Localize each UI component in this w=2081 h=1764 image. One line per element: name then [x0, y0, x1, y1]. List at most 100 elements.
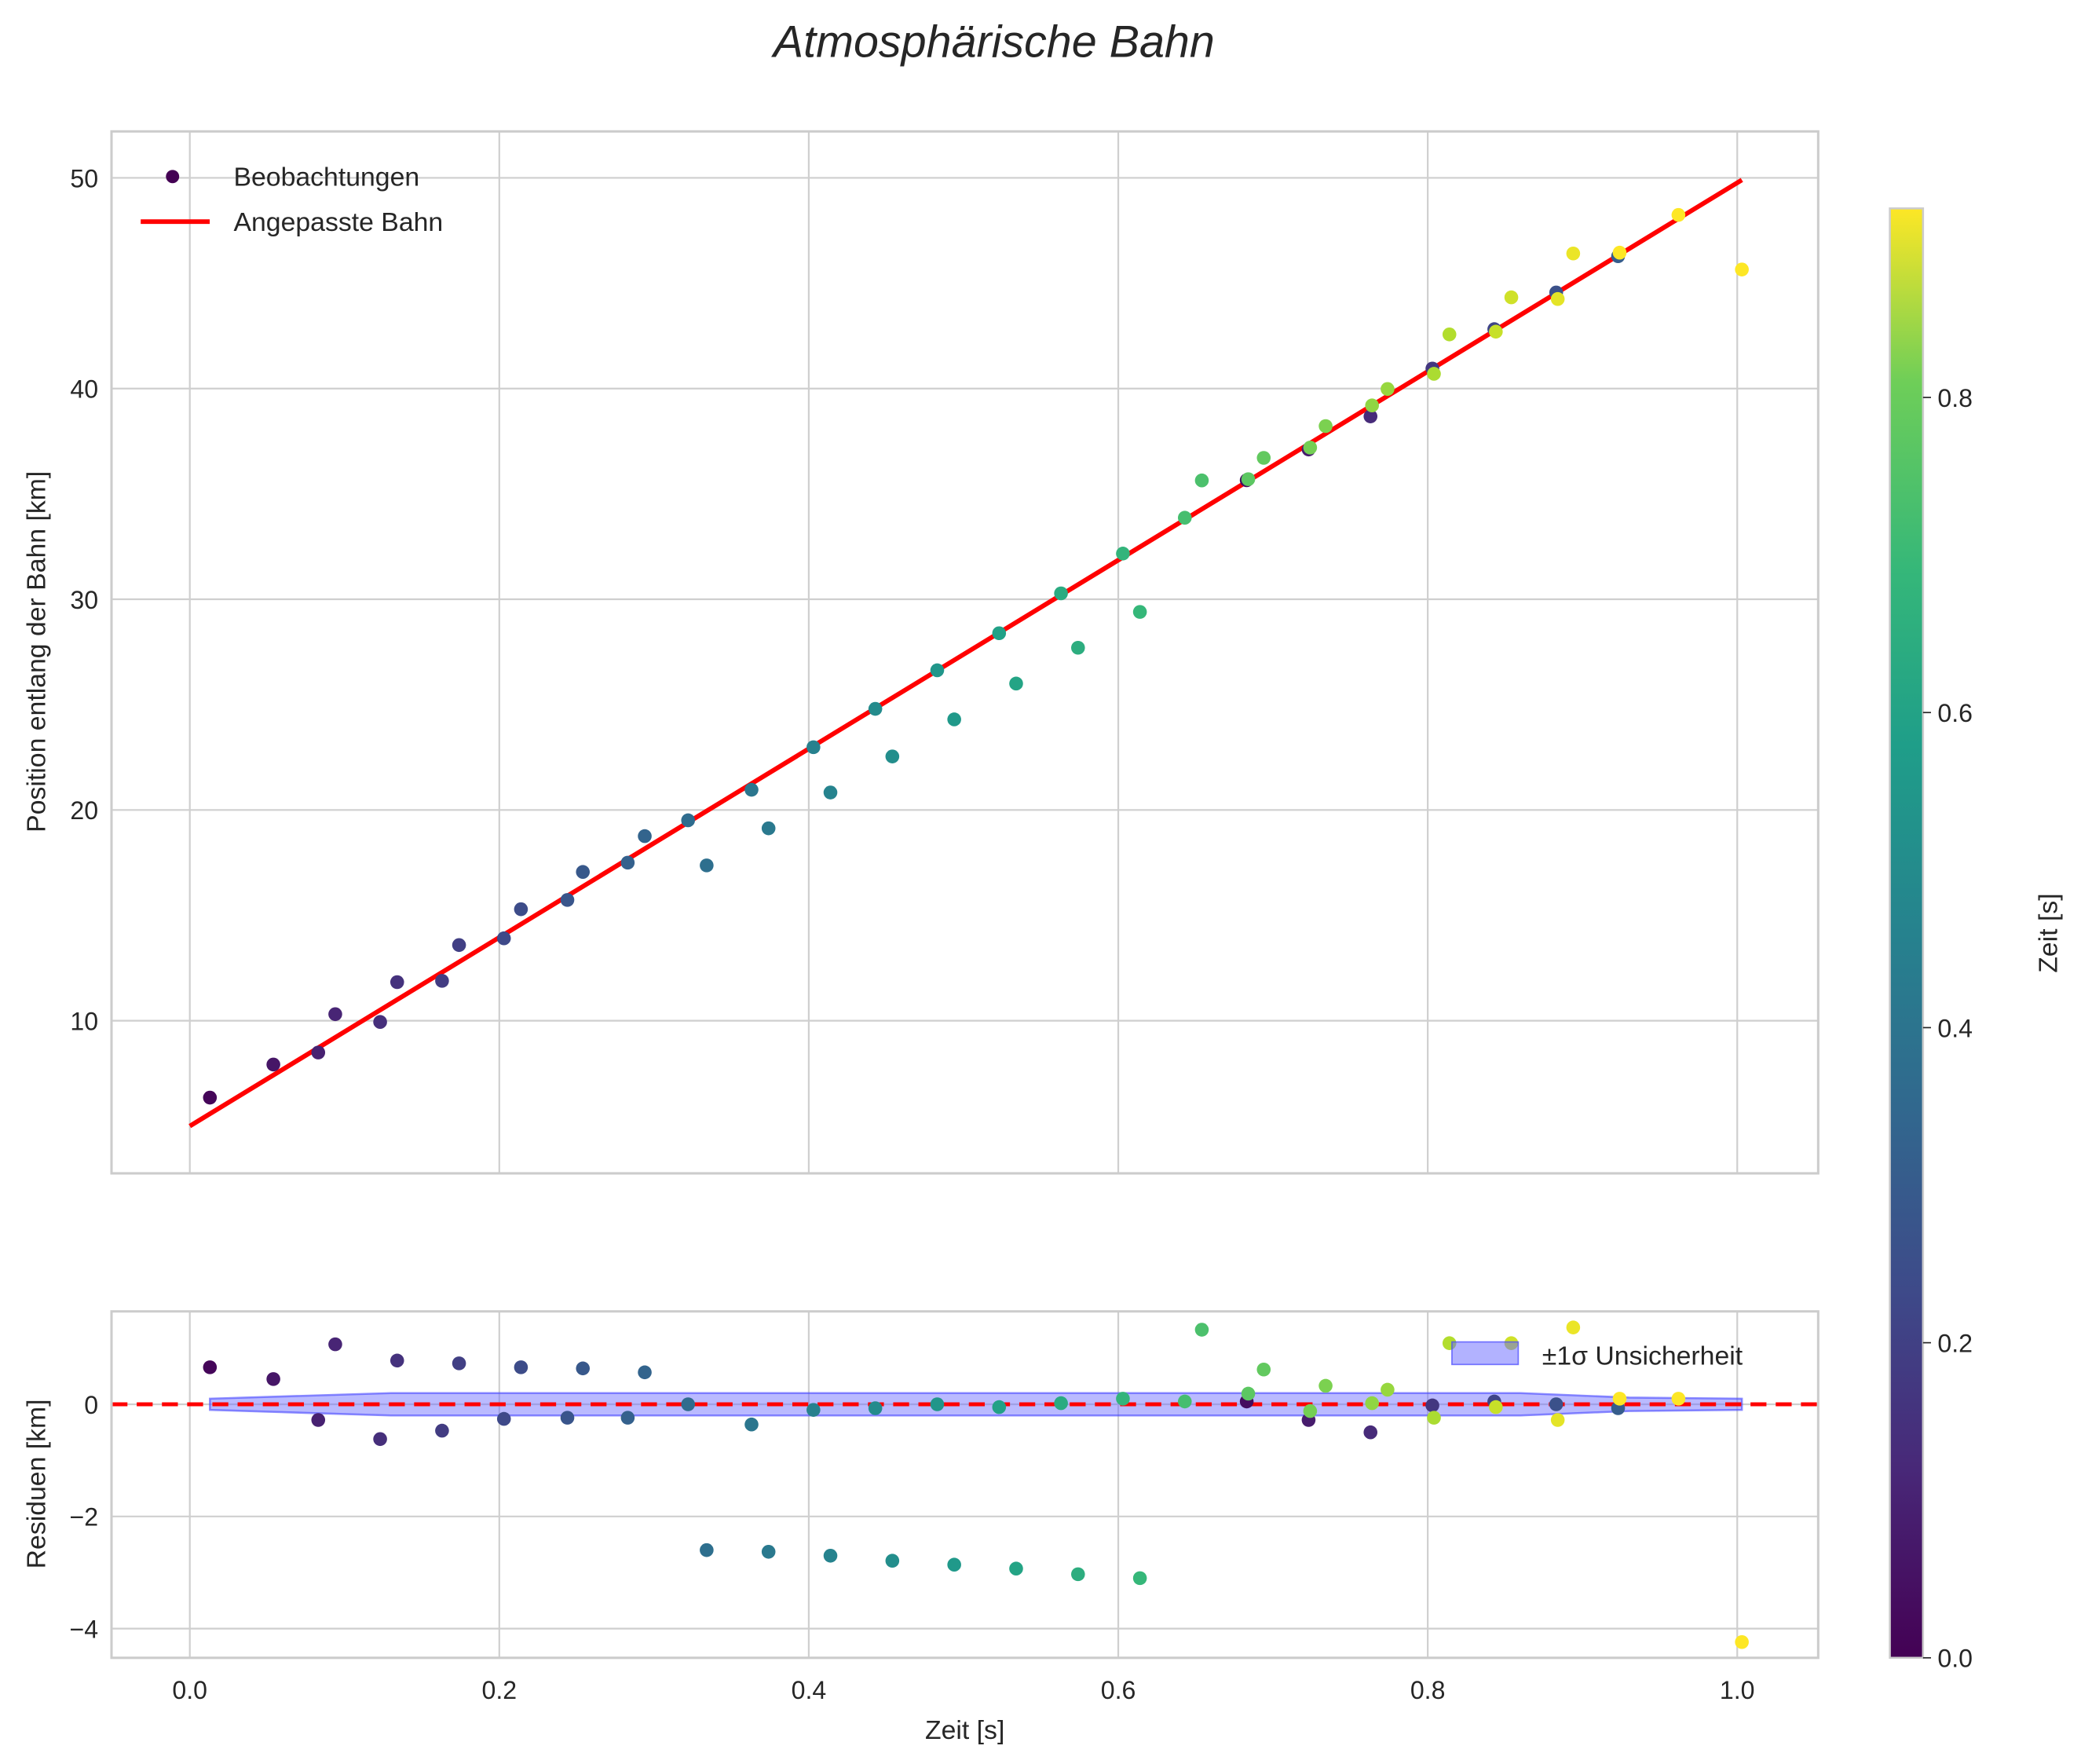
observation-point	[1256, 451, 1271, 465]
legend-marker-band	[1451, 1341, 1520, 1366]
residual-point	[1116, 1392, 1130, 1406]
colorbar-tick-label: 0.8	[1937, 384, 1973, 412]
residual-point	[1256, 1362, 1271, 1377]
observation-point	[496, 931, 511, 946]
observation-point	[1318, 419, 1333, 434]
x-tick-label: 0.8	[1410, 1676, 1446, 1704]
residual-point	[1549, 1397, 1563, 1411]
residual-point	[947, 1557, 961, 1572]
observation-point	[744, 782, 759, 797]
colorbar-tick-label: 0.0	[1937, 1645, 1973, 1673]
colorbar-label: Zeit [s]	[2034, 893, 2064, 972]
residual-point	[328, 1337, 342, 1352]
residual-point	[1381, 1382, 1395, 1397]
residual-y-tick-label: −4	[70, 1615, 99, 1643]
observation-point	[1132, 605, 1147, 619]
residual-point	[638, 1365, 652, 1380]
residual-point	[1318, 1378, 1333, 1393]
observation-point	[1116, 547, 1130, 561]
residual-point	[1671, 1392, 1686, 1406]
observation-point	[930, 663, 945, 678]
observation-point	[390, 975, 404, 990]
observation-point	[1177, 511, 1192, 525]
observation-point	[576, 865, 591, 879]
observation-point	[1550, 291, 1565, 306]
colorbar-gradient	[1889, 207, 1925, 1660]
x-tick-label: 0.6	[1101, 1676, 1136, 1704]
legend-label-fit: Angepasste Bahn	[233, 207, 443, 237]
residual-point	[1735, 1634, 1749, 1649]
legend-label-band: ±1σ Unsicherheit	[1542, 1341, 1743, 1371]
residual-point	[390, 1353, 404, 1368]
residual-point	[885, 1554, 900, 1568]
residual-point	[761, 1545, 776, 1559]
residual-point	[1071, 1567, 1085, 1582]
residual-point	[1241, 1386, 1256, 1401]
residual-point	[1177, 1394, 1192, 1409]
observation-point	[514, 902, 528, 917]
residual-point	[823, 1549, 838, 1563]
observation-point	[700, 858, 714, 873]
observation-point	[435, 974, 449, 988]
observation-point	[1671, 207, 1686, 222]
residual-plot-frame	[110, 1310, 1820, 1660]
main-plot-frame	[110, 130, 1820, 1175]
residual-point	[1009, 1561, 1023, 1576]
observation-point	[1442, 328, 1457, 342]
residual-point	[576, 1361, 591, 1376]
chart-title: Atmosphärische Bahn	[771, 17, 1215, 68]
colorbar-tick-label: 0.6	[1937, 699, 1973, 727]
x-tick-label: 0.2	[482, 1676, 518, 1704]
residual-point	[311, 1413, 326, 1427]
residual-point	[452, 1356, 466, 1371]
residual-point	[1489, 1400, 1503, 1414]
y-tick-label: 10	[70, 1007, 98, 1035]
observation-point	[638, 829, 652, 844]
observation-point	[1363, 409, 1378, 423]
main-plot: 10 20 30 40 50 Position entlang der Bahn [km…	[22, 130, 1820, 1175]
observation-point	[868, 701, 883, 716]
residual-point	[620, 1411, 635, 1425]
x-tick-label: 0.4	[792, 1676, 827, 1704]
residual-point	[1363, 1425, 1378, 1440]
observation-point	[1241, 472, 1256, 486]
residual-plot: 0.0 0.2 0.4 0.6 0.8 1.0 −4 −2 0 Residuen [km] Ze…	[22, 1310, 1820, 1745]
colorbar-tick-label: 0.4	[1937, 1014, 1973, 1042]
observation-point	[203, 1090, 218, 1105]
observation-point	[328, 1007, 342, 1022]
residual-point	[1427, 1411, 1441, 1425]
observation-point	[1504, 290, 1519, 305]
residual-point	[930, 1397, 945, 1411]
observation-point	[1303, 441, 1318, 455]
residual-point	[1612, 1392, 1627, 1406]
residual-point	[1303, 1404, 1318, 1418]
colorbar-tick-label: 0.2	[1937, 1329, 1973, 1357]
residual-point	[1054, 1396, 1068, 1411]
observation-point	[823, 785, 838, 800]
x-tick-label: 0.0	[172, 1676, 207, 1704]
observation-point	[560, 893, 575, 907]
observation-point	[1735, 262, 1749, 276]
observation-point	[992, 626, 1007, 641]
observation-point	[1612, 245, 1627, 260]
colorbar: 0.0 0.2 0.4 0.6 0.8 Zeit [s]	[1889, 207, 2064, 1673]
residual-point	[496, 1411, 511, 1426]
y-tick-label: 30	[70, 586, 98, 614]
residual-point	[373, 1432, 387, 1447]
residual-y-axis-label: Residuen [km]	[22, 1399, 52, 1568]
observation-point	[373, 1015, 387, 1030]
residual-point	[806, 1403, 821, 1417]
residual-point	[681, 1397, 696, 1411]
y-tick-label: 40	[70, 375, 98, 404]
residual-point	[203, 1360, 218, 1374]
residual-y-tick-label: 0	[84, 1391, 98, 1419]
residual-point	[868, 1401, 883, 1415]
observation-point	[1009, 676, 1023, 691]
observation-point	[1054, 586, 1068, 601]
x-tick-label: 1.0	[1720, 1676, 1755, 1704]
observation-point	[1489, 324, 1503, 339]
observation-point	[1365, 398, 1379, 412]
observation-point	[947, 712, 961, 726]
observation-point	[761, 821, 776, 836]
